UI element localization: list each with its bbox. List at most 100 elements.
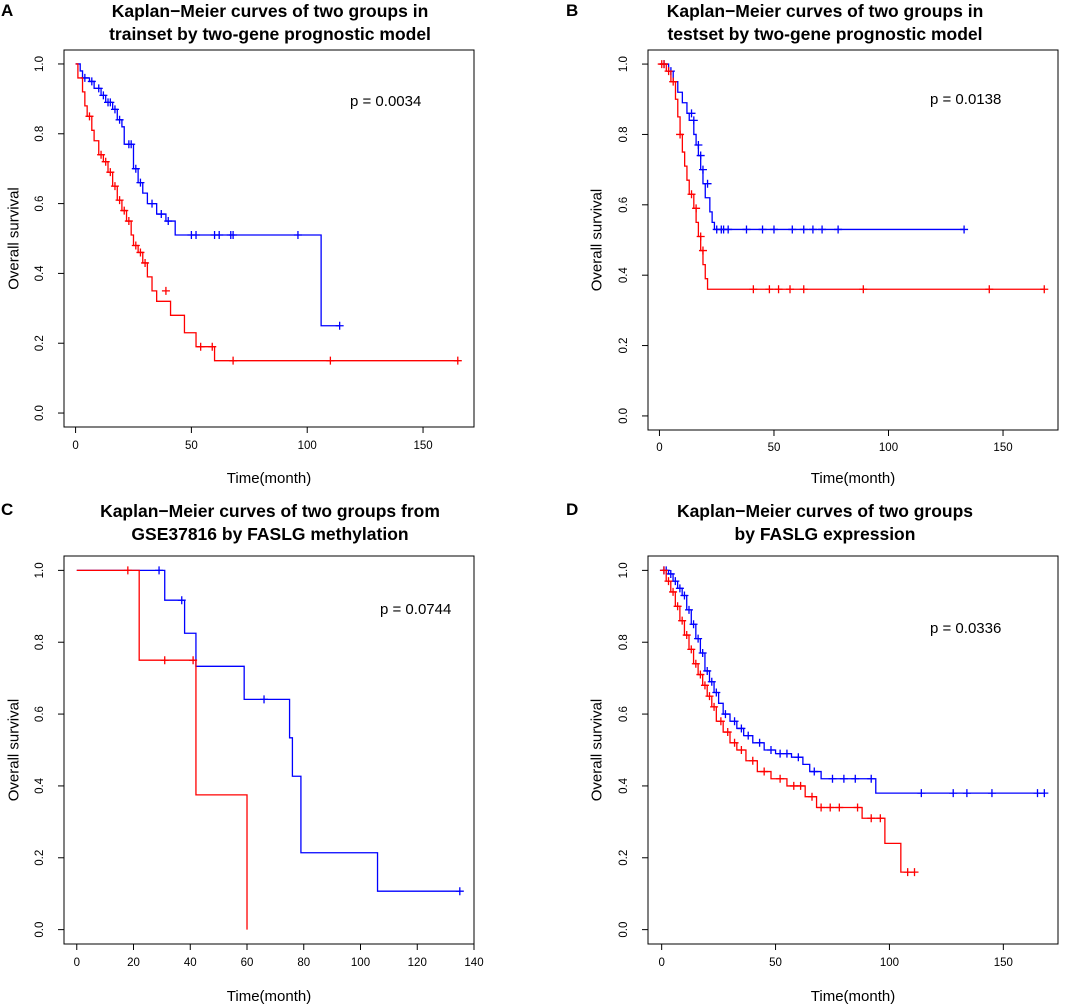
censor-mark-red	[903, 868, 912, 877]
censor-mark-blue	[703, 666, 712, 675]
censor-mark-blue	[742, 225, 751, 234]
survival-curve-red	[76, 569, 248, 930]
censor-mark-blue	[867, 774, 876, 783]
censor-mark-blue	[455, 887, 464, 896]
y-tick-label: 0.8	[618, 126, 630, 142]
y-tick-label: 1.0	[618, 56, 630, 72]
y-tick-label: 0.0	[618, 922, 630, 938]
y-tick-label: 0.0	[34, 922, 46, 938]
censor-mark-blue	[730, 717, 739, 726]
censor-mark-red	[106, 168, 115, 177]
censor-mark-blue	[675, 584, 684, 593]
censor-mark-red	[659, 566, 668, 575]
censor-mark-red	[326, 356, 335, 365]
censor-mark-blue	[758, 225, 767, 234]
chart-title-line-2: GSE37816 by FASLG methylation	[131, 524, 408, 544]
chart-title-line-1: Kaplan−Meier curves of two groups	[677, 501, 973, 521]
x-tick-label: 100	[880, 957, 899, 969]
censor-mark-blue	[1033, 789, 1042, 798]
y-tick-label: 0.6	[34, 706, 46, 722]
x-tick-label: 140	[464, 957, 483, 969]
censor-mark-red	[789, 781, 798, 790]
p-value: p = 0.0138	[930, 91, 1001, 108]
y-tick-label: 0.4	[618, 777, 630, 794]
y-tick-label: 0.6	[618, 706, 630, 722]
censor-mark-red	[208, 342, 217, 351]
censor-mark-blue	[694, 634, 703, 643]
x-axis-label: Time(month)	[227, 470, 311, 487]
x-tick-label: 50	[769, 957, 782, 969]
series-blue	[76, 566, 464, 896]
censor-mark-blue	[229, 231, 238, 240]
x-tick-label: 100	[879, 442, 898, 454]
censor-mark-blue	[724, 225, 733, 234]
censor-mark-red	[97, 150, 106, 159]
chart-panel-c: C Kaplan−Meier curves of two groups from G…	[1, 500, 484, 1005]
panel-letter: D	[566, 500, 578, 519]
y-tick-label: 0.8	[618, 634, 630, 650]
survival-curve-blue	[75, 63, 340, 327]
censor-mark-blue	[666, 569, 675, 578]
chart-panel-d: D Kaplan−Meier curves of two groups by FAS…	[566, 500, 1059, 1005]
censor-mark-blue	[794, 753, 803, 762]
y-axis-label: Overall survival	[6, 187, 23, 290]
censor-mark-blue	[685, 605, 693, 614]
chart-title-line-2: testset by two-gene prognostic model	[667, 24, 982, 44]
chart-panel-b: B Kaplan−Meier curves of two groups in tes…	[566, 1, 1059, 487]
censor-mark-red	[716, 717, 725, 726]
censor-mark-blue	[698, 649, 707, 657]
censor-mark-red	[673, 602, 682, 611]
censor-mark-blue	[799, 225, 808, 234]
y-tick-label: 0.2	[618, 850, 630, 866]
censor-mark-blue	[712, 688, 721, 697]
censor-mark-blue	[767, 746, 775, 754]
x-tick-label: 20	[127, 957, 140, 969]
chart-title-line-1: Kaplan−Meier curves of two groups in	[667, 1, 984, 21]
censor-mark-red	[115, 196, 124, 205]
censor-mark-red	[867, 814, 876, 823]
censor-mark-blue	[335, 321, 344, 330]
series-blue	[75, 63, 344, 330]
censor-mark-red	[786, 285, 795, 294]
survival-curve-red	[659, 63, 1045, 290]
censor-mark-red	[859, 285, 868, 294]
x-tick-label: 0	[74, 957, 80, 969]
censor-mark-blue	[839, 774, 848, 783]
censor-mark-red	[131, 241, 140, 250]
censor-mark-blue	[694, 141, 703, 149]
y-tick-label: 0.2	[618, 338, 630, 354]
censor-mark-blue	[215, 231, 224, 240]
censor-mark-red	[687, 190, 696, 199]
censor-mark-red	[682, 631, 691, 640]
censor-mark-red	[1040, 285, 1049, 294]
censor-mark-blue	[155, 566, 164, 575]
series-red	[76, 566, 248, 930]
censor-mark-blue	[1040, 789, 1049, 798]
censor-mark-red	[85, 112, 94, 121]
censor-mark-blue	[851, 774, 860, 783]
censor-mark-blue	[698, 165, 707, 174]
x-tick-label: 120	[408, 957, 427, 969]
censor-mark-red	[710, 702, 719, 711]
censor-mark-red	[664, 577, 673, 586]
censor-mark-red	[691, 659, 700, 668]
panel-letter: C	[1, 500, 13, 519]
censor-mark-red	[229, 356, 238, 365]
censor-mark-red	[799, 285, 808, 294]
chart-title-line-1: Kaplan−Meier curves of two groups in	[112, 1, 429, 21]
y-axis-label: Overall survival	[589, 699, 606, 802]
censor-mark-blue	[110, 105, 119, 114]
survival-curve-red	[661, 569, 915, 873]
censor-mark-red	[123, 566, 132, 575]
censor-mark-blue	[776, 749, 785, 758]
censor-mark-blue	[949, 789, 958, 798]
censor-mark-red	[853, 803, 862, 812]
censor-mark-blue	[148, 199, 157, 208]
censor-mark-blue	[687, 109, 696, 118]
censor-mark-blue	[192, 231, 201, 240]
censor-mark-red	[692, 204, 701, 213]
x-tick-label: 50	[185, 440, 198, 452]
censor-mark-red	[678, 616, 687, 625]
censor-mark-blue	[127, 140, 136, 149]
